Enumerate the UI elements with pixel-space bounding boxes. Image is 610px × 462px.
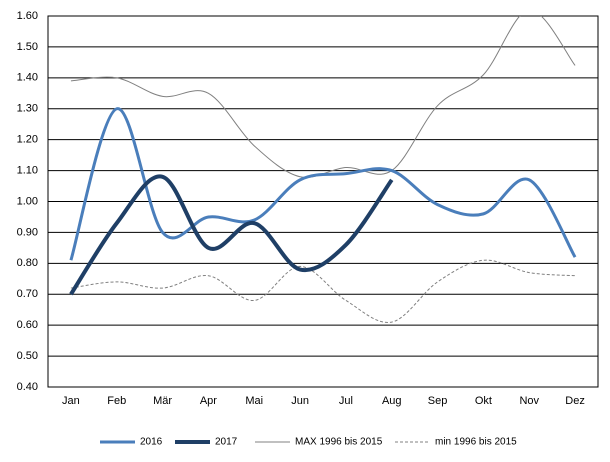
y-tick-label: 1.10 xyxy=(17,164,38,176)
y-tick-label: 1.50 xyxy=(17,41,38,53)
y-tick-label: 1.00 xyxy=(17,195,38,207)
x-tick-label: Jul xyxy=(339,395,353,407)
y-tick-label: 1.40 xyxy=(17,72,38,84)
y-tick-label: 0.40 xyxy=(17,381,38,393)
y-tick-label: 0.80 xyxy=(17,257,38,269)
series-line xyxy=(70,259,576,323)
y-tick-label: 0.70 xyxy=(17,288,38,300)
x-tick-label: Apr xyxy=(200,395,217,407)
x-tick-label: Mär xyxy=(153,395,172,407)
x-tick-label: Okt xyxy=(475,395,492,407)
y-tick-label: 0.60 xyxy=(17,319,38,331)
series-line xyxy=(70,16,576,178)
y-tick-label: 1.30 xyxy=(17,103,38,115)
legend-label: min 1996 bis 2015 xyxy=(435,437,517,448)
x-tick-label: Mai xyxy=(245,395,263,407)
y-tick-label: 0.50 xyxy=(17,350,38,362)
y-tick-label: 0.90 xyxy=(17,226,38,238)
x-tick-label: Jan xyxy=(62,395,80,407)
x-tick-label: Jun xyxy=(291,395,309,407)
x-tick-label: Feb xyxy=(107,395,126,407)
y-tick-label: 1.60 xyxy=(17,10,38,22)
legend-label: 2017 xyxy=(215,437,238,448)
series-line xyxy=(69,107,577,261)
legend-label: 2016 xyxy=(140,437,163,448)
x-tick-label: Dez xyxy=(565,395,585,407)
x-tick-label: Nov xyxy=(519,395,539,407)
x-tick-label: Aug xyxy=(382,395,402,407)
x-tick-label: Sep xyxy=(428,395,448,407)
plot-lines xyxy=(69,16,577,323)
y-tick-label: 1.20 xyxy=(17,134,38,146)
series-line xyxy=(69,174,394,296)
legend-label: MAX 1996 bis 2015 xyxy=(295,437,383,448)
